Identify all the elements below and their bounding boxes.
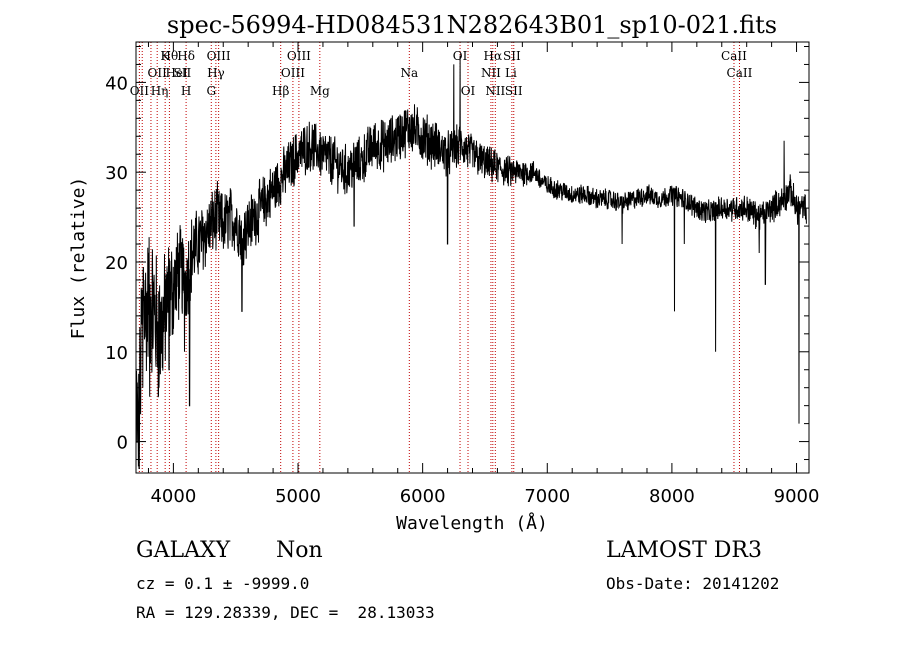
line-label: OIII bbox=[207, 49, 231, 63]
line-label: OIII bbox=[281, 66, 305, 80]
line-label: OIII bbox=[287, 49, 311, 63]
observation-date: Obs-Date: 20141202 bbox=[606, 574, 780, 593]
y-tick-label: 30 bbox=[105, 163, 128, 184]
line-label: SII bbox=[503, 49, 521, 63]
line-label: Mg bbox=[310, 84, 330, 98]
y-tick-label: 0 bbox=[117, 433, 128, 454]
line-label: K bbox=[161, 49, 171, 63]
survey-name: LAMOST DR3 bbox=[606, 538, 762, 563]
line-label: Hβ bbox=[272, 84, 289, 98]
x-axis: 4000 5000 6000 7000 8000 9000 bbox=[147, 42, 820, 507]
y-axis-label: Flux (relative) bbox=[68, 177, 89, 340]
x-tick-label: 4000 bbox=[150, 486, 196, 507]
y-tick-label: 20 bbox=[105, 253, 128, 274]
chart-title: spec-56994-HD084531N282643B01_sp10-021.f… bbox=[167, 11, 777, 39]
line-label: Hδ bbox=[177, 49, 195, 63]
line-label: H bbox=[181, 84, 191, 98]
x-axis-label: Wavelength (Å) bbox=[396, 512, 548, 534]
line-label: G bbox=[206, 84, 216, 98]
line-label: NII bbox=[481, 66, 501, 80]
line-label: Li bbox=[505, 66, 517, 80]
x-tick-label: 6000 bbox=[400, 486, 446, 507]
line-label: Hγ bbox=[207, 66, 225, 80]
line-label: SII bbox=[505, 84, 523, 98]
x-tick-label: 9000 bbox=[774, 486, 820, 507]
x-tick-label: 7000 bbox=[524, 486, 570, 507]
line-label: OII bbox=[130, 84, 150, 98]
y-axis: 0 10 20 30 40 bbox=[105, 45, 809, 461]
line-label: Hη bbox=[151, 84, 169, 98]
object-class: GALAXY bbox=[136, 538, 231, 563]
spectrum-chart: spec-56994-HD084531N282643B01_sp10-021.f… bbox=[68, 11, 820, 534]
coordinates: RA = 129.28339, DEC = 28.13033 bbox=[136, 603, 435, 622]
y-tick-label: 40 bbox=[105, 73, 128, 94]
line-label: Na bbox=[400, 66, 418, 80]
line-label: Hθ bbox=[161, 49, 179, 63]
x-tick-label: 5000 bbox=[275, 486, 321, 507]
line-label: CaII bbox=[727, 66, 753, 80]
line-label: HeI bbox=[165, 66, 188, 80]
object-subclass: Non bbox=[276, 538, 323, 563]
line-label: OI bbox=[461, 84, 476, 98]
line-label: NII bbox=[485, 84, 505, 98]
spectrum-line bbox=[135, 55, 807, 469]
plot-frame bbox=[135, 41, 810, 474]
line-markers bbox=[138, 42, 740, 473]
line-label: CaII bbox=[721, 49, 747, 63]
y-tick-label: 10 bbox=[105, 343, 128, 364]
redshift-value: cz = 0.1 ± -9999.0 bbox=[136, 574, 310, 593]
line-label: OII bbox=[148, 66, 168, 80]
line-label: SII bbox=[174, 66, 192, 80]
x-tick-label: 8000 bbox=[649, 486, 695, 507]
line-label: Hα bbox=[484, 49, 503, 63]
